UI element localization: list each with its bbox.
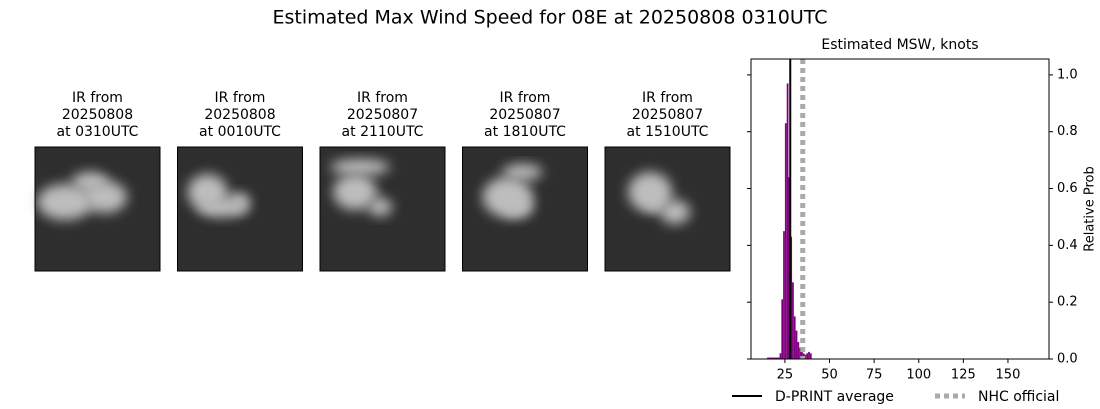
panel-label: 20250807 [489, 107, 560, 123]
bar [804, 354, 807, 359]
x-tick-label: 150 [996, 368, 1021, 383]
y-tick-label: 0.8 [1057, 124, 1078, 139]
panel-label: IR from [72, 90, 123, 106]
bar [809, 353, 812, 359]
cloud [502, 164, 543, 180]
panel-label: at 2110UTC [342, 124, 424, 140]
x-tick-label: 75 [866, 368, 883, 383]
bar [783, 231, 785, 359]
y-tick-label: 0.0 [1057, 352, 1078, 367]
image-frame [177, 146, 303, 272]
satellite-image [177, 146, 303, 272]
bar [799, 347, 801, 359]
cloud [645, 194, 665, 210]
legend-label: NHC official [978, 389, 1059, 405]
plot-frame [750, 58, 1050, 360]
satellite-image [319, 146, 446, 272]
cloud [72, 172, 108, 192]
bar [800, 350, 803, 359]
bar [786, 83, 789, 359]
image-frame [604, 146, 731, 272]
panel-label: 20250807 [347, 107, 418, 123]
cloud [37, 184, 93, 220]
image-frame [34, 146, 161, 272]
panel-label: at 0010UTC [199, 124, 281, 140]
figure-title: Estimated Max Wind Speed for 08E at 2025… [272, 7, 827, 29]
bar [767, 357, 780, 359]
y-axis-label: Relative Prob [1083, 166, 1098, 251]
x-tick-label: 100 [906, 368, 931, 383]
satellite-image [462, 146, 588, 272]
panel-label: IR from [357, 90, 408, 106]
y-tick-label: 0.6 [1057, 181, 1078, 196]
bar [779, 353, 782, 359]
bar [797, 341, 800, 359]
panel-label: 20250808 [204, 107, 275, 123]
image-frame [319, 146, 446, 272]
panel-label: at 0310UTC [57, 124, 139, 140]
panel-label: 20250807 [632, 107, 703, 123]
cloud [368, 198, 392, 216]
cloud [197, 197, 248, 217]
satellite-image [604, 146, 731, 272]
cloud [333, 174, 377, 210]
panel-label: IR from [500, 90, 551, 106]
y-tick-label: 0.2 [1057, 295, 1078, 310]
bar [793, 316, 796, 359]
bar [808, 351, 810, 359]
image-frame [462, 146, 588, 272]
panel-label: IR from [642, 90, 693, 106]
y-tick-label: 1.0 [1057, 67, 1078, 82]
cloud [660, 200, 690, 224]
cloud [330, 159, 390, 175]
panel-label: at 1810UTC [484, 124, 566, 140]
chart-title: Estimated MSW, knots [821, 37, 978, 53]
satellite-image [34, 146, 161, 272]
bar [784, 123, 787, 359]
x-tick-label: 25 [777, 368, 794, 383]
panel-label: at 1510UTC [627, 124, 709, 140]
panel-label: 20250808 [62, 107, 133, 123]
bar [781, 299, 784, 359]
bar [795, 330, 798, 359]
bar [806, 353, 809, 359]
panel-label: IR from [215, 90, 266, 106]
x-tick-label: 125 [951, 368, 976, 383]
y-tick-label: 0.4 [1057, 238, 1078, 253]
legend-label: D-PRINT average [775, 389, 894, 405]
x-tick-label: 50 [821, 368, 838, 383]
cloud [502, 197, 533, 217]
bar [792, 282, 794, 359]
